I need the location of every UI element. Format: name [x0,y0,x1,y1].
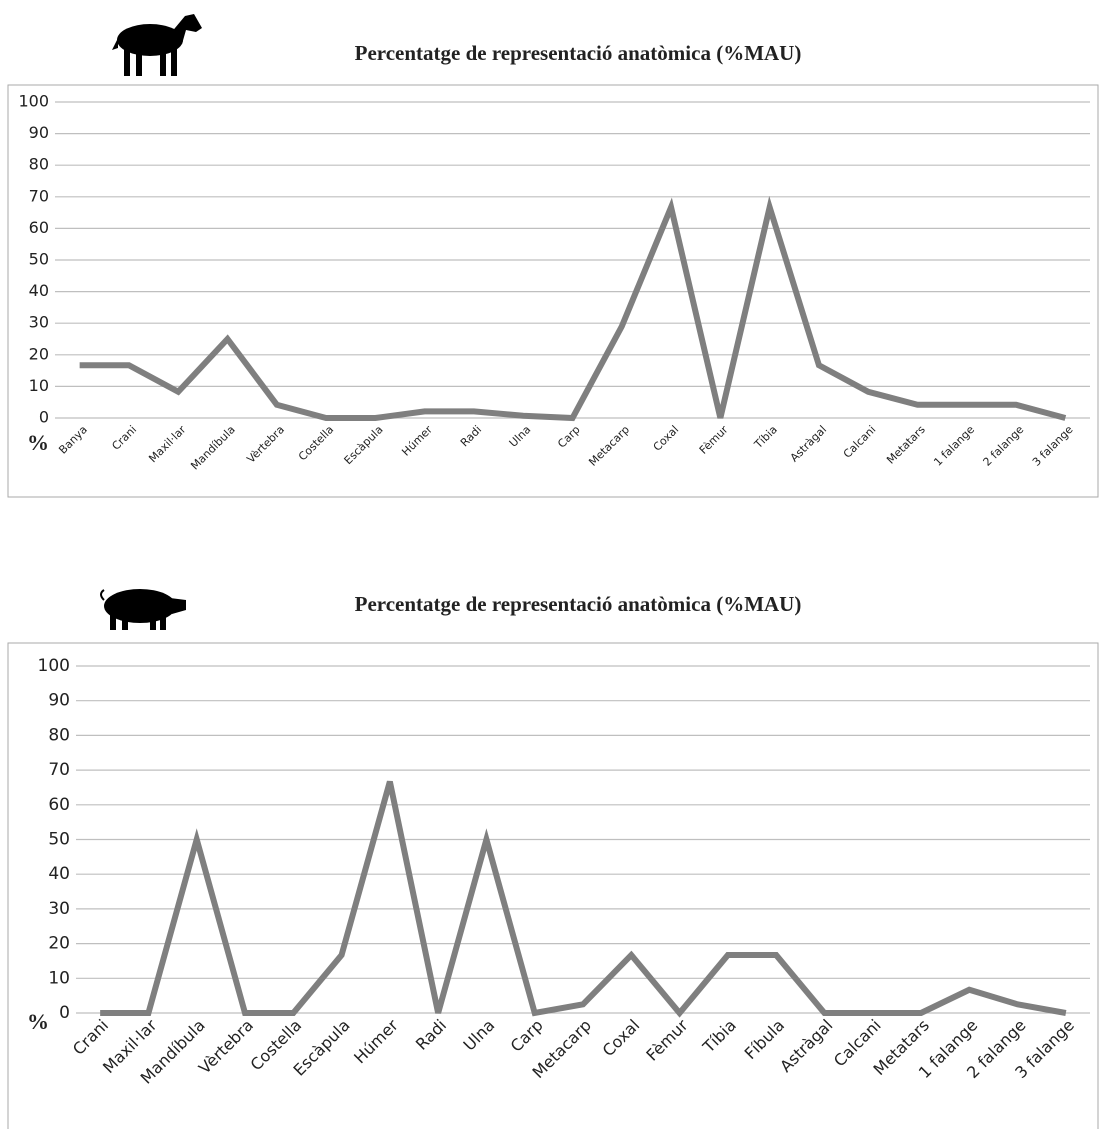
y-tick-label: 30 [48,899,70,919]
y-tick-label: 60 [48,795,70,815]
page: Percentatge de representació anatòmica (… [0,0,1099,1129]
x-tick-label: Ulna [507,423,534,450]
y-tick-label: 100 [18,92,49,111]
y-tick-label: 20 [29,344,49,363]
x-tick-label: Húmer [350,1015,402,1067]
x-tick-label: Fèmur [642,1015,691,1064]
y-tick-label: 40 [48,864,70,884]
y-axis-label: % [27,430,49,455]
x-tick-label: Metatars [884,423,928,467]
x-tick-label: Escàpula [342,423,386,467]
x-tick-label: Crani [69,1016,112,1059]
chart-title: Percentatge de representació anatòmica (… [355,592,802,616]
x-tick-label: 1 falange [931,423,977,469]
y-tick-label: 70 [48,760,70,780]
x-tick-label: Ulna [459,1016,498,1055]
x-tick-label: Coxal [651,423,682,454]
x-tick-label: Fèmur [697,423,731,457]
pig-icon [101,589,186,630]
y-tick-label: 80 [48,725,70,745]
sheep-icon [112,14,202,76]
x-tick-label: Tíbia [698,1016,739,1057]
x-tick-label: Radi [412,1016,450,1054]
y-tick-label: 20 [48,934,70,954]
x-tick-label: Carp [507,1016,547,1056]
y-tick-label: 50 [29,250,49,269]
x-tick-label: Banya [56,423,90,457]
x-tick-label: Costella [296,423,336,463]
x-tick-label: 2 falange [981,423,1027,469]
x-tick-label: Vèrtebra [244,423,287,466]
y-tick-label: 10 [48,968,70,988]
y-tick-label: 40 [29,281,49,300]
y-tick-label: 100 [38,656,70,676]
x-tick-label: Tíbia [751,423,780,452]
x-tick-label: Maxil·lar [146,423,189,466]
y-tick-label: 50 [48,830,70,850]
x-tick-label: Húmer [399,423,435,459]
y-tick-label: 0 [59,1003,70,1023]
x-tick-label: Calcani [841,423,879,461]
y-tick-label: 60 [29,218,49,237]
y-axis-label: % [27,1009,49,1034]
x-tick-label: Metacarp [586,423,632,469]
x-tick-label: Astràgal [788,423,829,464]
x-tick-label: Astràgal [776,1016,836,1076]
x-tick-label: Carp [555,423,583,451]
y-tick-label: 10 [29,376,49,395]
x-tick-label: Coxal [599,1016,644,1061]
chart-title: Percentatge de representació anatòmica (… [355,41,802,65]
y-tick-label: 70 [29,186,49,205]
y-tick-label: 90 [29,123,49,142]
y-tick-label: 30 [29,313,49,332]
x-tick-label: Mandíbula [188,423,237,472]
y-tick-label: 90 [48,691,70,711]
x-tick-label: Crani [109,423,139,453]
x-tick-label: Fíbula [741,1016,789,1064]
y-tick-label: 0 [39,408,49,427]
x-tick-label: 3 falange [1030,423,1076,469]
x-tick-label: Radi [458,423,484,449]
y-tick-label: 80 [29,155,49,174]
